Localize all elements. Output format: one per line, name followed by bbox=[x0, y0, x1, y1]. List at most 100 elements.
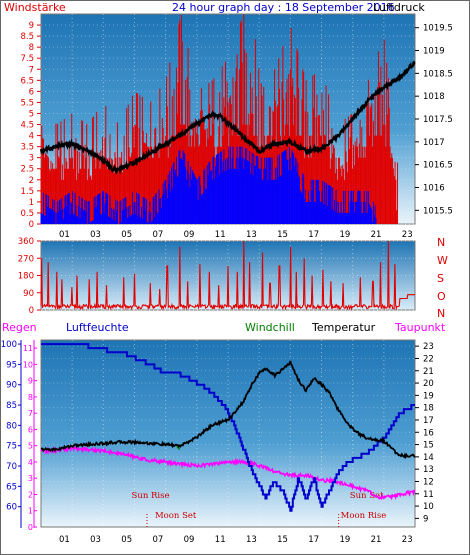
luftdruck-label: Luftdruck bbox=[373, 1, 425, 14]
pressure-axis-tick-label: 1019.5 bbox=[423, 24, 453, 34]
wind-axis-tick-label: 7 bbox=[29, 65, 34, 75]
temperature-axis-tick-label: 23 bbox=[423, 342, 434, 352]
temperature-axis-tick-label: 16 bbox=[423, 428, 434, 438]
regen-axis-tick-label: 6 bbox=[28, 425, 33, 434]
regen-label: Regen bbox=[2, 321, 37, 334]
temperature-axis-tick-label: 20 bbox=[423, 379, 434, 389]
temperatur-label: Temperatur bbox=[311, 321, 376, 334]
temperature-axis-tick-label: 9 bbox=[423, 514, 428, 524]
direction-axis-tick-label: 360 bbox=[18, 237, 34, 247]
windchill-label: Windchill bbox=[245, 321, 295, 334]
x-tick-label: 19 bbox=[339, 230, 350, 240]
x-tick-label: 07 bbox=[152, 535, 163, 545]
compass-label-s: S bbox=[437, 272, 444, 285]
compass-label-n: N bbox=[437, 307, 445, 320]
astro-label-moon-set: Moon Set bbox=[155, 511, 197, 521]
pressure-axis-tick-label: 1018 bbox=[423, 92, 445, 102]
windstaerke-label: Windstärke bbox=[4, 1, 66, 14]
pressure-line bbox=[39, 60, 416, 175]
regen-axis-tick-label: 0 bbox=[28, 523, 33, 532]
x-tick-label: 17 bbox=[308, 230, 319, 240]
wind-axis-tick-label: 5.5 bbox=[20, 98, 34, 108]
x-tick-label: 13 bbox=[246, 535, 257, 545]
humidity-axis-tick-label: 65 bbox=[6, 482, 17, 492]
humidity-axis-tick-label: 85 bbox=[6, 401, 17, 411]
x-tick-label: 15 bbox=[277, 230, 288, 240]
x-tick-label: 03 bbox=[90, 230, 101, 240]
temperature-axis-tick-label: 18 bbox=[423, 404, 434, 414]
temperature-axis-tick-label: 13 bbox=[423, 465, 434, 475]
wind-axis-tick-label: 5 bbox=[29, 109, 34, 119]
wind-direction-panel bbox=[40, 240, 416, 311]
regen-axis-tick-label: 1 bbox=[28, 507, 33, 516]
x-tick-label: 13 bbox=[246, 230, 257, 240]
wind-axis-tick-label: 8.5 bbox=[20, 32, 34, 42]
x-tick-label: 01 bbox=[59, 535, 70, 545]
humidity-axis-tick-label: 95 bbox=[6, 360, 17, 370]
x-tick-label: 05 bbox=[121, 230, 132, 240]
humidity-temperature-x-ticks: 01 03 05 07 09 11 13 15 17 19 21 23 bbox=[59, 535, 413, 545]
wind-axis-tick-label: 4 bbox=[29, 132, 34, 142]
windchill-line bbox=[176, 445, 181, 451]
x-tick-label: 21 bbox=[371, 230, 382, 240]
regen-axis-tick-label: 11 bbox=[23, 344, 33, 353]
temperature-axis-tick-label: 15 bbox=[423, 441, 434, 451]
wind-pressure-x-ticks: 01 03 05 07 09 11 13 15 17 19 21 23 bbox=[59, 230, 413, 240]
temperature-axis-tick-label: 14 bbox=[423, 453, 434, 463]
temperature-line bbox=[40, 360, 416, 460]
regen-axis-tick-label: 3 bbox=[28, 474, 33, 483]
temperature-axis-tick-label: 21 bbox=[423, 367, 434, 377]
x-tick-label: 07 bbox=[152, 230, 163, 240]
humidity-axis-tick-label: 75 bbox=[6, 442, 17, 452]
regen-axis-tick-label: 9 bbox=[28, 377, 33, 386]
x-tick-label: 03 bbox=[90, 535, 101, 545]
wind-axis-tick-label: 3.5 bbox=[20, 143, 34, 153]
pressure-axis-tick-label: 1015.5 bbox=[423, 206, 453, 216]
regen-axis-tick-label: 2 bbox=[28, 490, 33, 499]
regen-axis-tick-label: 10 bbox=[23, 360, 33, 369]
direction-axis-tick-label: 0 bbox=[29, 306, 34, 316]
temperature-axis-ticks: 9 10 11 12 13 14 15 16 17 18 19 20 21 22 23 bbox=[415, 342, 434, 524]
direction-axis-tick-label: 180 bbox=[18, 272, 34, 282]
humidity-line bbox=[41, 343, 415, 512]
x-tick-label: 19 bbox=[339, 535, 350, 545]
wind-axis-tick-label: 0 bbox=[29, 220, 34, 230]
graph-title: 24 hour graph day : 18 September 2016 bbox=[172, 1, 395, 14]
wind-axis-tick-label: 7.5 bbox=[20, 54, 34, 64]
humidity-temperature-panel bbox=[40, 339, 416, 528]
wind-bars bbox=[40, 146, 377, 224]
temperature-axis-tick-label: 22 bbox=[423, 354, 434, 364]
wind-axis-tick-label: 9 bbox=[29, 21, 34, 31]
wind-axis-tick-label: 1.5 bbox=[20, 187, 34, 197]
x-tick-label: 21 bbox=[371, 535, 382, 545]
humidity-axis-tick-label: 100 bbox=[1, 340, 17, 350]
dewpoint-line bbox=[40, 444, 416, 501]
astro-label-sun-rise: Sun Rise bbox=[132, 491, 170, 501]
regen-axis-tick-label: 7 bbox=[28, 409, 33, 418]
wind-axis-tick-label: 3 bbox=[29, 154, 34, 164]
luftfeuchte-label: Luftfeuchte bbox=[66, 321, 129, 334]
wind-axis-tick-label: 8 bbox=[29, 43, 34, 53]
wind-axis-tick-label: 1 bbox=[29, 198, 34, 208]
wind-axis-tick-label: 0.5 bbox=[20, 209, 34, 219]
pressure-axis-tick-label: 1018.5 bbox=[423, 69, 453, 79]
wind-direction-line bbox=[40, 240, 415, 311]
pressure-axis-tick-label: 1017.5 bbox=[423, 115, 453, 125]
humidity-axis-ticks: 100 95 90 85 80 75 70 65 60 bbox=[1, 340, 21, 513]
regen-axis-tick-label: 8 bbox=[28, 393, 33, 402]
compass-label-n: N bbox=[437, 236, 445, 249]
wind-axis-ticks: 00.511.522.533.544.5 55.566.577.588.59 bbox=[20, 21, 41, 230]
x-tick-label: 09 bbox=[184, 535, 195, 545]
temperature-axis-tick-label: 19 bbox=[423, 391, 434, 401]
regen-axis-tick-label: 4 bbox=[28, 458, 33, 467]
x-tick-label: 09 bbox=[184, 230, 195, 240]
temperature-axis-tick-label: 12 bbox=[423, 477, 434, 487]
wind-direction-axis-ticks: 360 270 180 90 0 bbox=[18, 237, 41, 316]
humidity-axis-tick-label: 60 bbox=[6, 503, 17, 513]
x-tick-label: 15 bbox=[277, 535, 288, 545]
x-tick-label: 23 bbox=[402, 535, 413, 545]
pressure-axis-tick-label: 1016.5 bbox=[423, 161, 453, 171]
temperature-axis-tick-label: 17 bbox=[423, 416, 434, 426]
pressure-axis-tick-label: 1017 bbox=[423, 138, 445, 148]
